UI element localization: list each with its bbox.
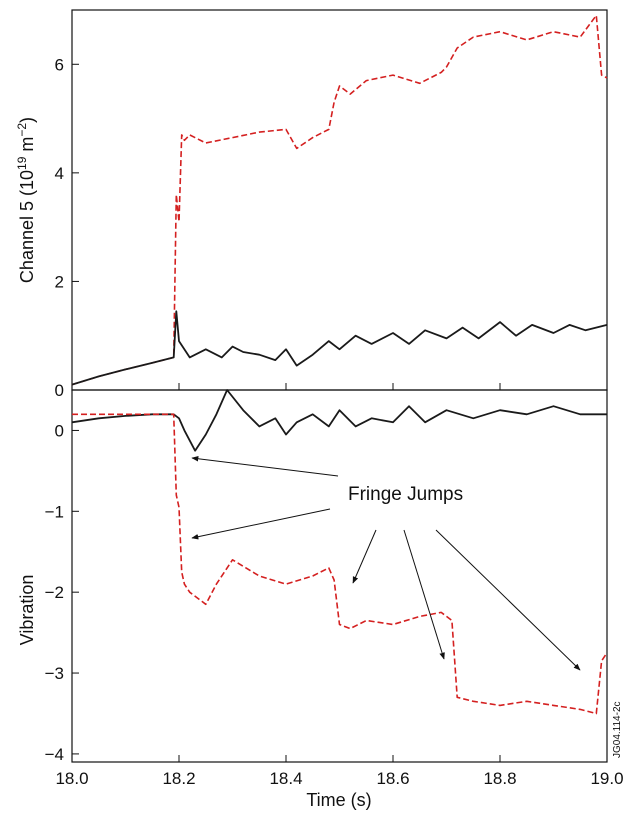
x-tick-label: 18.2 bbox=[162, 769, 195, 788]
annotation-arrow bbox=[435, 529, 581, 671]
fringe-jumps-annotation: Fringe Jumps bbox=[348, 484, 463, 505]
annotation-arrow bbox=[191, 455, 339, 477]
x-tick-label: 19.0 bbox=[590, 769, 623, 788]
top-panel-ticks: 0 2 4 6 bbox=[55, 55, 608, 400]
bottom-panel-ticks: 0 −1 −2 −3 −4 18.0 18.2 18.4 18.6 18.8 19.0 bbox=[45, 421, 624, 788]
annotation-arrow bbox=[352, 529, 377, 584]
bottom-panel-frame bbox=[71, 389, 608, 763]
red-dashed-series-line bbox=[71, 14, 608, 386]
y-tick-label: −2 bbox=[45, 583, 64, 602]
top-y-axis-title-sup2: −2 bbox=[15, 123, 29, 137]
black-solid-series-line bbox=[71, 310, 608, 386]
y-tick-label: −3 bbox=[45, 664, 64, 683]
bottom-y-axis-title: Vibration bbox=[17, 575, 37, 646]
annotation-arrow bbox=[403, 529, 445, 660]
y-tick-label: 0 bbox=[55, 421, 64, 440]
top-y-axis-title: Channel 5 (1019 m−2) bbox=[15, 117, 37, 283]
y-tick-label: 0 bbox=[55, 381, 64, 400]
y-tick-label: −4 bbox=[45, 745, 64, 764]
x-tick-label: 18.8 bbox=[483, 769, 516, 788]
top-y-axis-title-mid: m bbox=[17, 137, 37, 157]
x-tick-label: 18.4 bbox=[269, 769, 302, 788]
figure-id: JG04.114-2c bbox=[612, 701, 623, 758]
red-dashed-series-line bbox=[72, 413, 608, 715]
y-tick-label: −1 bbox=[45, 502, 64, 521]
annotation-arrow bbox=[191, 508, 331, 540]
top-y-axis-title-main: Channel 5 (10 bbox=[17, 170, 37, 283]
top-y-axis-title-end: ) bbox=[17, 117, 37, 123]
top-panel-frame bbox=[71, 9, 608, 391]
y-tick-label: 2 bbox=[55, 272, 64, 291]
y-tick-label: 4 bbox=[55, 164, 64, 183]
black-solid-series-line bbox=[71, 389, 607, 452]
top-panel-series bbox=[71, 14, 608, 386]
y-tick-label: 6 bbox=[55, 55, 64, 74]
x-axis-title: Time (s) bbox=[306, 790, 371, 810]
x-tick-label: 18.6 bbox=[376, 769, 409, 788]
x-tick-label: 18.0 bbox=[55, 769, 88, 788]
top-y-axis-title-sup1: 19 bbox=[15, 156, 29, 170]
bottom-panel-series bbox=[71, 389, 608, 715]
